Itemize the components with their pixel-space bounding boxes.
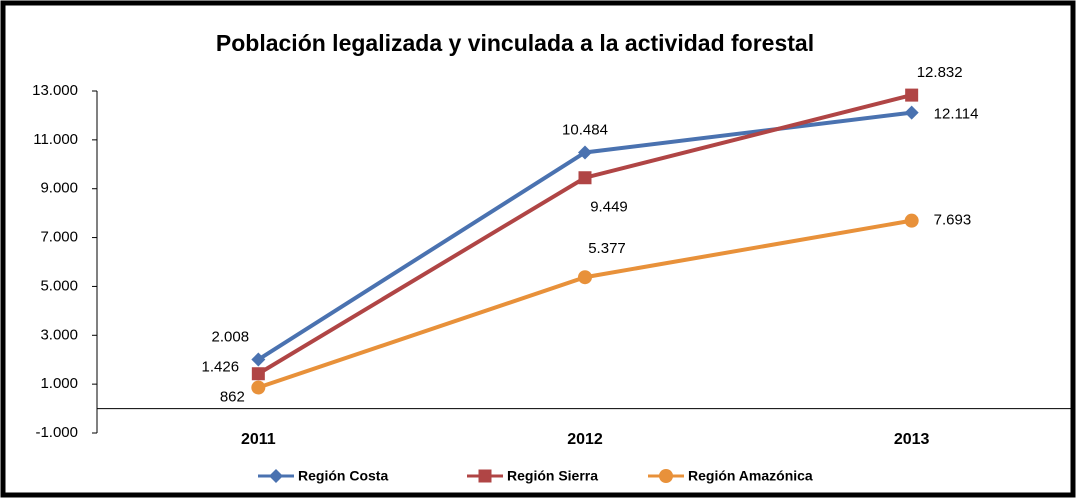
marker <box>904 213 919 228</box>
data-label: 9.449 <box>590 199 628 216</box>
y-tick-label: 5.000 <box>40 277 78 294</box>
legend-label: Región Sierra <box>507 468 598 484</box>
marker <box>905 88 919 102</box>
marker <box>251 367 265 381</box>
data-label: 7.693 <box>934 212 972 229</box>
y-tick-label: -1.000 <box>35 424 78 441</box>
y-tick-label: 9.000 <box>40 180 78 197</box>
chart-title: Población legalizada y vinculada a la ac… <box>216 30 814 56</box>
legend-label: Región Costa <box>298 468 388 484</box>
marker <box>904 105 919 120</box>
data-label: 2.008 <box>212 328 250 345</box>
data-label: 10.484 <box>562 121 608 138</box>
data-label: 12.114 <box>934 106 979 123</box>
x-tick-label: 2013 <box>894 431 930 448</box>
legend-marker <box>269 469 283 483</box>
legend-label: Región Amazónica <box>688 468 813 484</box>
y-tick-label: 13.000 <box>32 82 78 99</box>
data-label: 862 <box>220 388 245 405</box>
marker <box>251 352 266 367</box>
y-tick-label: 7.000 <box>40 229 78 246</box>
series-line <box>257 218 913 390</box>
x-tick-label: 2011 <box>241 431 276 448</box>
legend-marker <box>659 469 673 483</box>
data-label: 1.426 <box>202 359 240 376</box>
y-tick-label: 3.000 <box>40 326 78 343</box>
y-tick-label: 11.000 <box>33 131 78 148</box>
marker <box>578 145 592 160</box>
data-label: 12.832 <box>917 64 963 81</box>
marker <box>578 171 592 185</box>
x-tick-label: 2012 <box>567 431 603 448</box>
legend-marker <box>478 469 492 483</box>
data-label: 5.377 <box>588 240 626 257</box>
marker <box>578 270 592 285</box>
marker <box>251 380 266 395</box>
y-tick-label: 1.000 <box>40 375 78 392</box>
